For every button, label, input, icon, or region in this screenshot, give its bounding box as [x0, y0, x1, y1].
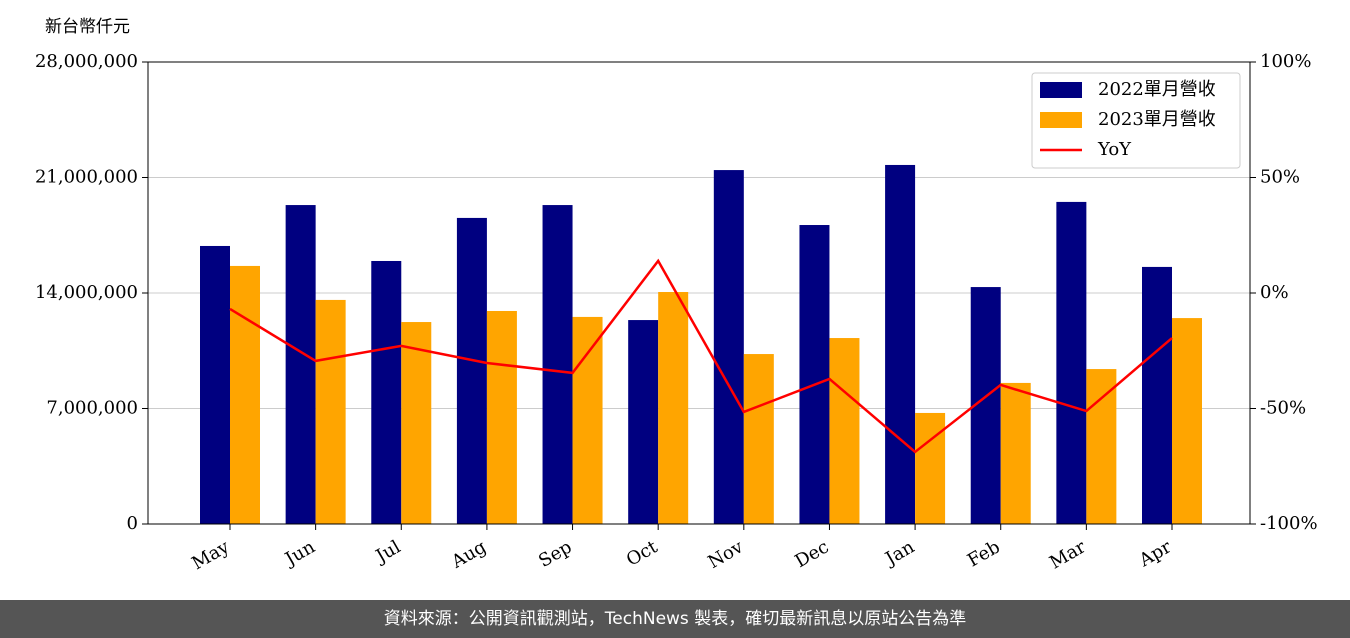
footer: 資料來源：公開資訊觀測站，TechNews 製表，確切最新訊息以原站公告為準 — [0, 600, 1350, 638]
x-tick-label: Jun — [280, 536, 319, 571]
bar — [713, 170, 744, 524]
bar — [456, 217, 487, 525]
x-tick-label: Jul — [371, 536, 405, 568]
bar — [1000, 382, 1031, 524]
bar — [1142, 266, 1172, 524]
x-tick-label: Feb — [964, 536, 1004, 571]
y-tick-label: 7,000,000 — [46, 398, 138, 419]
bar — [658, 292, 689, 524]
bar — [915, 412, 946, 524]
bar — [1172, 318, 1202, 524]
bar — [315, 299, 346, 524]
bar — [542, 205, 573, 524]
x-tick-label: Jan — [880, 536, 918, 570]
bar — [885, 164, 916, 524]
bar — [799, 225, 830, 524]
bar — [628, 320, 659, 524]
x-tick-label: Aug — [447, 536, 490, 573]
bar — [1086, 369, 1117, 524]
x-tick-label: Sep — [535, 536, 575, 571]
y-tick-label: 0 — [127, 513, 138, 534]
bar — [572, 316, 603, 524]
x-tick-label: Mar — [1046, 536, 1090, 573]
x-tick-label: Nov — [704, 536, 747, 573]
y-axis-label: 新台幣仟元 — [45, 17, 130, 37]
y2-tick-label: 0% — [1260, 282, 1289, 303]
y-tick-label: 21,000,000 — [35, 167, 138, 188]
bar — [371, 260, 402, 524]
bar — [743, 354, 774, 524]
bar — [230, 265, 260, 524]
legend-swatch — [1040, 82, 1082, 98]
legend-label: YoY — [1097, 139, 1132, 160]
bar — [401, 322, 432, 524]
legend-swatch — [1040, 112, 1082, 128]
x-tick-label: Dec — [791, 536, 832, 572]
bar — [1056, 201, 1087, 525]
y2-tick-label: 100% — [1260, 51, 1311, 72]
legend-label: 2022單月營收 — [1098, 79, 1216, 100]
y-tick-label: 14,000,000 — [35, 282, 138, 303]
bar — [829, 338, 860, 524]
legend-box — [1031, 72, 1241, 169]
bar — [285, 205, 316, 524]
chart: 新台幣仟元 0 7,000,000 14,000,000 21,000,000 28,0… — [35, 17, 1318, 574]
y2-tick-label: -100% — [1260, 513, 1318, 534]
legend-label: 2023單月營收 — [1098, 109, 1216, 130]
plot-frame — [147, 61, 1251, 525]
bar — [200, 245, 230, 524]
y-tick-label: 28,000,000 — [35, 51, 138, 72]
y2-tick-label: 50% — [1260, 167, 1300, 188]
x-tick-label: Oct — [623, 536, 662, 571]
x-tick-label: Apr — [1135, 536, 1175, 571]
x-tick-label: May — [188, 536, 233, 574]
bar — [486, 310, 517, 524]
line — [229, 258, 1173, 454]
y2-tick-label: -50% — [1260, 398, 1306, 419]
